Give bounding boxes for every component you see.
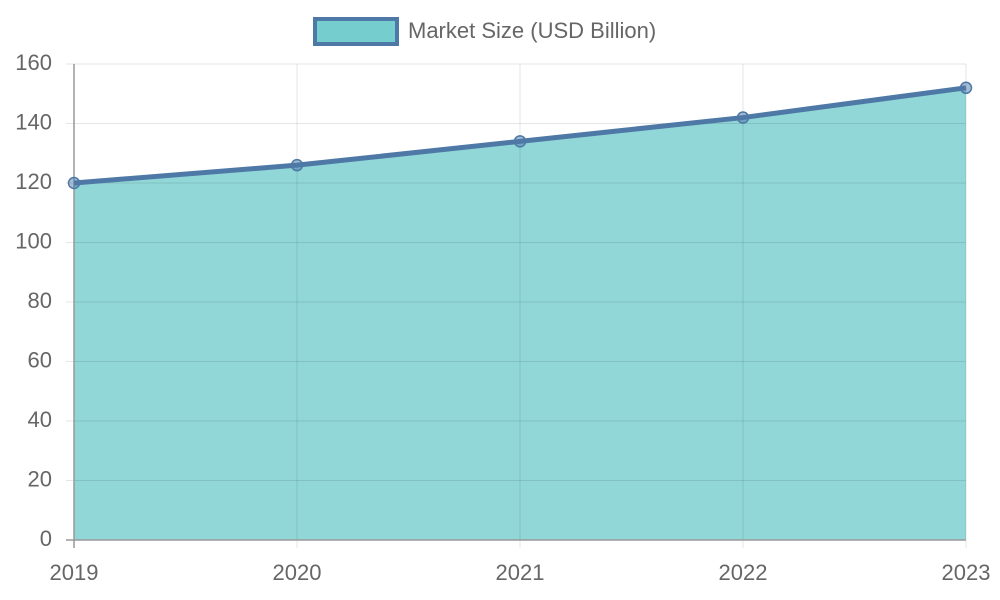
x-tick-label: 2020 bbox=[273, 560, 322, 585]
point bbox=[67, 176, 81, 190]
y-tick-label: 120 bbox=[15, 169, 52, 194]
y-tick-label: 100 bbox=[15, 228, 52, 253]
x-tick-label: 2019 bbox=[50, 560, 99, 585]
x-tick-label: 2022 bbox=[719, 560, 768, 585]
y-tick-label: 140 bbox=[15, 109, 52, 134]
y-tick-label: 20 bbox=[28, 466, 52, 491]
point bbox=[290, 158, 304, 172]
y-tick-label: 0 bbox=[40, 526, 52, 551]
point bbox=[736, 111, 750, 124]
legend-label: Market Size (USD Billion) bbox=[408, 18, 656, 43]
x-tick-label: 2021 bbox=[496, 560, 545, 585]
y-tick-label: 40 bbox=[28, 407, 52, 432]
y-tick-label: 60 bbox=[28, 347, 52, 372]
legend-swatch bbox=[313, 17, 399, 46]
point bbox=[513, 135, 527, 148]
point bbox=[959, 81, 973, 95]
y-tick-label: 160 bbox=[15, 50, 52, 75]
x-tick-label: 2023 bbox=[942, 560, 991, 585]
y-tick-label: 80 bbox=[28, 288, 52, 313]
area-fill bbox=[74, 87, 966, 541]
